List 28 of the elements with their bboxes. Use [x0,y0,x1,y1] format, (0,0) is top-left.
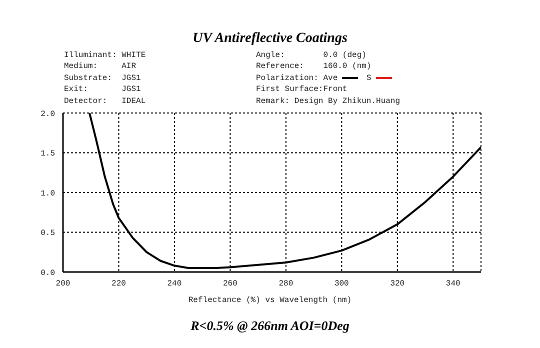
y-tick-label: 2.0 [40,110,56,119]
x-tick-label: 300 [334,280,350,289]
y-tick-label: 0.5 [40,229,56,238]
x-tick-label: 340 [446,280,461,289]
text: Angle: 0.0 (deg) [256,51,366,61]
text: Medium: AIR [64,62,136,72]
x-tick-label: 260 [222,280,238,289]
x-axis-title: Reflectance (%) vs Wavelength (nm) [187,296,353,306]
legend-label: Ave [323,74,339,83]
y-tick-label: 1.0 [40,189,56,198]
x-tick-label: 240 [167,280,182,289]
legend-label: S [366,74,372,83]
x-tick-label: 280 [278,280,294,289]
text: Reference: 160.0 (nm) [256,62,372,72]
text: First Surface:Front [256,85,348,96]
text: Substrate: JGS1 [64,74,141,84]
chart-title: UV Antireflective Coatings [192,31,348,47]
x-tick-label: 200 [56,280,70,289]
text: Remark: Design By Zhikun.Huang [256,96,400,107]
y-tick-label: 1.5 [40,150,56,159]
legend-title: Polarization: [256,74,318,83]
text: Exit: JGS1 [64,85,141,96]
text: Detector: IDEAL [64,96,146,107]
x-tick-label: 220 [112,280,126,289]
y-tick-label: 0.0 [40,268,56,278]
text: R<0.5% @ 266nm AOI=0Deg [190,318,350,334]
text: Illuminant: WHITE [64,51,146,61]
x-tick-label: 320 [390,280,405,289]
